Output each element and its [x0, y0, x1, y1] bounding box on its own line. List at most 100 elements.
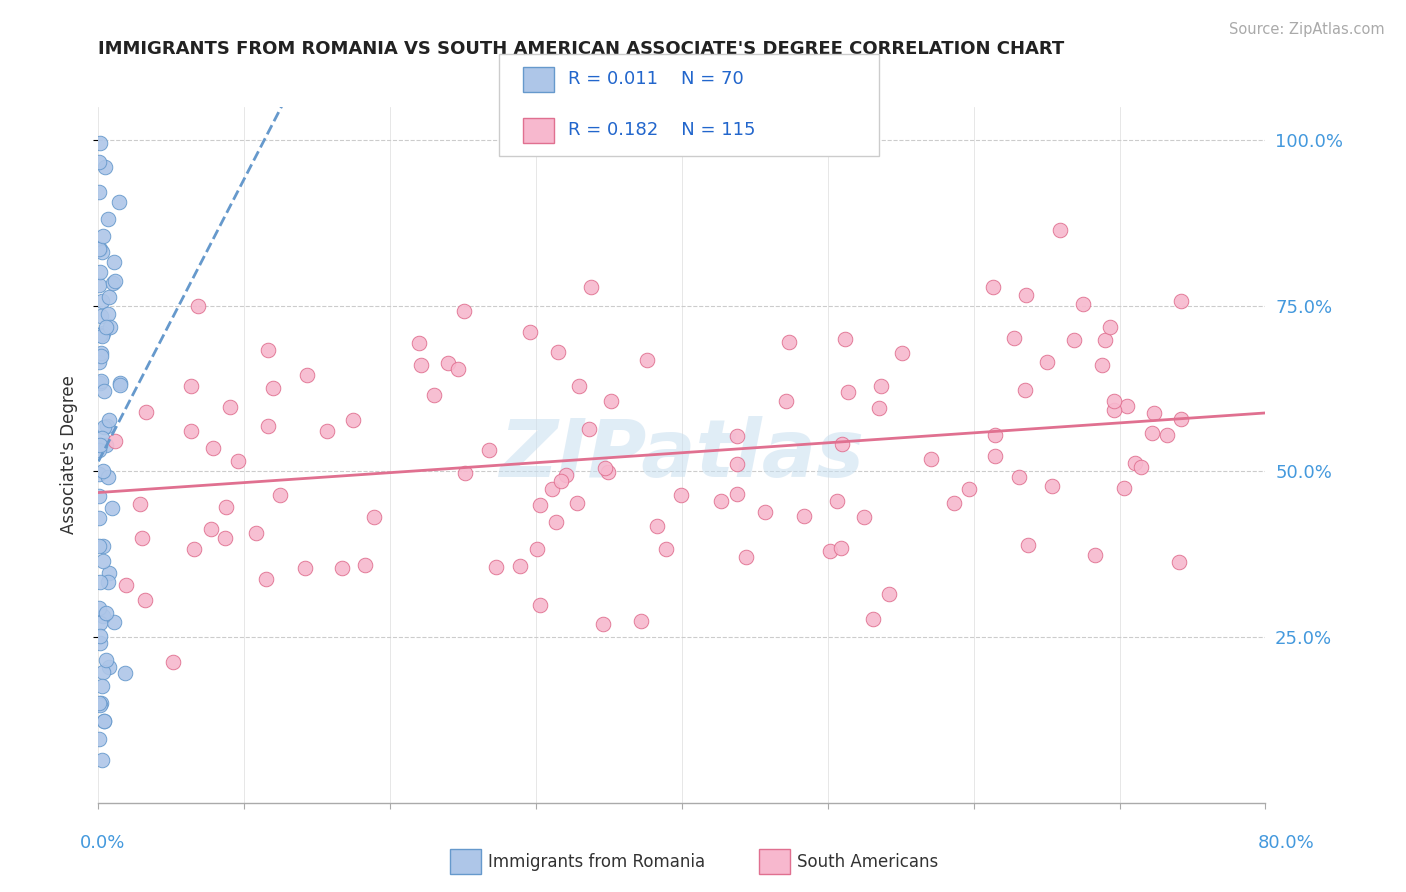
Point [725, 457, 748, 471]
Point [180, 379, 202, 393]
Point [1083, 549, 1105, 563]
Point [89, 154, 111, 169]
Point [128, 497, 150, 511]
Point [269, 488, 291, 502]
Point [87, 601, 110, 615]
Point [97, 307, 120, 321]
Point [108, 376, 131, 391]
Point [87, 185, 110, 199]
Point [645, 519, 668, 533]
Point [200, 522, 222, 536]
Point [103, 254, 125, 268]
Point [101, 277, 124, 291]
Point [90, 696, 112, 710]
Point [89, 629, 111, 643]
Point [408, 336, 430, 351]
Point [1170, 412, 1192, 426]
Point [984, 449, 1007, 463]
Point [87, 731, 110, 746]
Point [89, 437, 111, 451]
Point [114, 666, 136, 681]
Y-axis label: Associate's Degree: Associate's Degree [59, 376, 77, 534]
Point [1049, 223, 1071, 237]
Point [943, 496, 966, 510]
Point [1123, 456, 1146, 470]
Point [89, 616, 111, 631]
Point [526, 541, 548, 556]
Point [89, 376, 111, 390]
Point [669, 488, 692, 502]
Point [262, 381, 284, 395]
Text: South Americans: South Americans [797, 853, 938, 871]
Point [87, 354, 110, 368]
Point [162, 655, 184, 669]
Point [793, 509, 815, 524]
Point [134, 592, 156, 607]
Point [363, 510, 385, 524]
Point [96, 438, 118, 452]
Point [734, 550, 756, 565]
Point [870, 379, 893, 393]
Point [1094, 334, 1116, 348]
Point [98, 413, 121, 427]
Point [104, 274, 127, 288]
Point [453, 304, 475, 318]
Point [1156, 428, 1178, 442]
Point [579, 280, 602, 294]
Point [91, 665, 114, 680]
Point [834, 332, 856, 346]
Point [214, 532, 236, 546]
Point [91, 609, 114, 624]
Point [485, 559, 508, 574]
Point [87, 242, 110, 256]
Point [636, 353, 658, 368]
Point [529, 498, 551, 512]
Point [219, 400, 242, 414]
Point [1014, 383, 1036, 397]
Point [775, 394, 797, 409]
Point [91, 679, 114, 693]
Point [294, 561, 316, 575]
Point [1014, 287, 1036, 301]
Point [598, 465, 620, 479]
Point [89, 243, 111, 257]
Point [226, 454, 249, 468]
Point [90, 349, 112, 363]
Point [437, 356, 460, 370]
Point [98, 319, 121, 334]
Point [1091, 358, 1114, 372]
Point [630, 614, 652, 628]
Point [131, 531, 153, 545]
Point [342, 413, 364, 427]
Point [655, 542, 678, 557]
Point [837, 385, 859, 400]
Point [1063, 333, 1085, 347]
Point [97, 574, 120, 589]
Point [447, 361, 470, 376]
Point [592, 617, 614, 632]
Point [555, 467, 578, 482]
Point [89, 327, 111, 342]
Point [91, 228, 114, 243]
Point [103, 615, 125, 629]
Point [90, 374, 112, 388]
Point [831, 437, 853, 451]
Text: 80.0%: 80.0% [1258, 834, 1315, 852]
Point [254, 572, 277, 586]
Point [981, 280, 1004, 294]
Point [97, 469, 120, 483]
Point [104, 434, 127, 448]
Point [93, 714, 115, 729]
Point [710, 493, 733, 508]
Point [544, 515, 567, 529]
Point [983, 427, 1005, 442]
Point [215, 500, 238, 514]
Point [1143, 406, 1166, 420]
Point [599, 393, 621, 408]
Point [529, 598, 551, 612]
Text: R = 0.182    N = 115: R = 0.182 N = 115 [568, 121, 755, 139]
Point [87, 467, 110, 481]
Point [89, 136, 111, 150]
Point [115, 578, 138, 592]
Point [509, 558, 531, 573]
